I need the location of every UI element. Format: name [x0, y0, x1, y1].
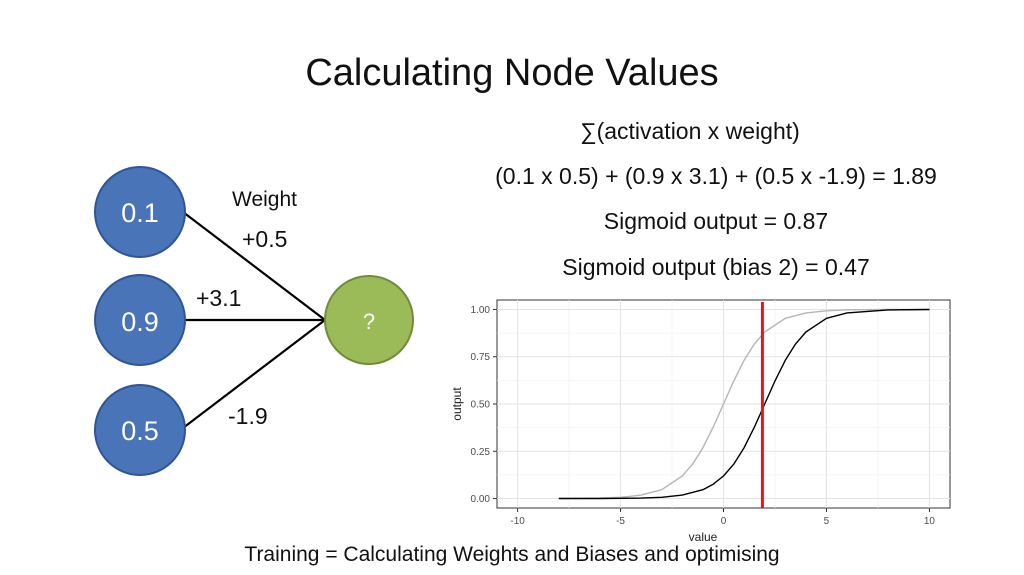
network-diagram: 0.1 0.9 0.5 ? Weight +0.5 +3.1 -1.9 [94, 166, 414, 476]
weight-value-1: +0.5 [242, 226, 287, 252]
x-axis-ticks: -10 -5 0 5 10 [510, 508, 935, 527]
y-axis-ticks: 0.00 0.25 0.50 0.75 1.00 [471, 305, 497, 505]
x-tick-label: 0 [721, 516, 727, 527]
y-tick-label: 0.50 [471, 400, 491, 411]
output-node [324, 275, 414, 365]
formula-sum: ∑(activation x weight) [580, 118, 800, 144]
series-line-2 [558, 308, 930, 500]
y-tick-label: 1.00 [471, 305, 491, 316]
y-tick-label: 0.00 [471, 494, 491, 505]
caption: Training = Calculating Weights and Biase… [244, 543, 780, 566]
input-node-3 [94, 384, 186, 476]
input-node-2 [94, 274, 186, 366]
input-value-2: 0.9 [121, 307, 159, 337]
chart-series [558, 308, 930, 500]
y-tick-label: 0.25 [471, 447, 491, 458]
sigmoid-chart: 0.00 0.25 0.50 0.75 1.00 -10 -5 0 5 10 value out… [450, 299, 951, 544]
weight-heading: Weight [232, 188, 297, 211]
x-tick-label: 10 [924, 516, 936, 527]
weight-value-2: +3.1 [196, 285, 241, 311]
y-tick-label: 0.75 [471, 352, 491, 363]
formula-sigmoid: Sigmoid output = 0.87 [603, 208, 829, 234]
x-axis-label: value [689, 530, 718, 544]
page-title: Calculating Node Values [305, 52, 719, 94]
edge-1 [182, 211, 326, 321]
x-tick-label: -10 [510, 516, 525, 527]
weight-value-3: -1.9 [228, 403, 268, 429]
x-tick-label: -5 [616, 516, 625, 527]
edge-3 [182, 319, 326, 429]
output-value: ? [363, 309, 375, 334]
input-node-1 [94, 166, 186, 258]
formula-computation: (0.1 x 0.5) + (0.9 x 3.1) + (0.5 x -1.9)… [495, 163, 937, 189]
series-line-1 [558, 308, 930, 500]
x-tick-label: 5 [824, 516, 830, 527]
input-value-1: 0.1 [121, 198, 159, 228]
y-axis-label: output [450, 387, 464, 421]
input-value-3: 0.5 [121, 416, 159, 446]
formula-sigmoid-bias: Sigmoid output (bias 2) = 0.47 [562, 254, 870, 280]
